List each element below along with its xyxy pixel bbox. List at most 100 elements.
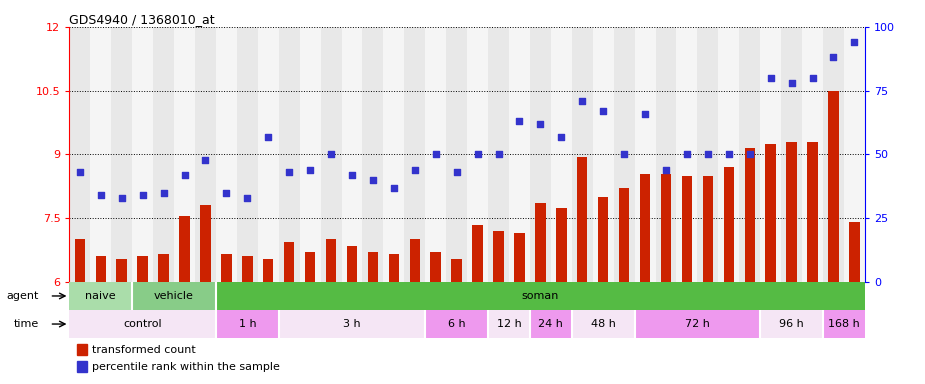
Bar <box>263 258 274 282</box>
Text: 96 h: 96 h <box>779 319 804 329</box>
Bar <box>237 27 258 282</box>
Point <box>784 80 799 86</box>
Point <box>324 151 339 157</box>
Point <box>450 169 464 175</box>
Bar <box>619 189 629 282</box>
Bar <box>404 27 426 282</box>
Bar <box>493 231 504 282</box>
Bar <box>216 282 865 310</box>
Point <box>722 151 736 157</box>
Bar <box>426 310 488 338</box>
Text: GDS4940 / 1368010_at: GDS4940 / 1368010_at <box>69 13 215 26</box>
Text: time: time <box>14 319 39 329</box>
Point <box>554 134 569 140</box>
Point <box>428 151 443 157</box>
Point <box>302 167 317 173</box>
Text: 1 h: 1 h <box>239 319 256 329</box>
Bar <box>278 27 300 282</box>
Point <box>470 151 485 157</box>
Bar <box>509 27 530 282</box>
Bar <box>368 252 378 282</box>
Point <box>659 167 673 173</box>
Point <box>574 98 589 104</box>
Bar <box>577 157 587 282</box>
Bar <box>556 207 566 282</box>
Bar <box>117 258 127 282</box>
Point <box>407 167 422 173</box>
Point <box>365 177 380 183</box>
Bar <box>451 258 462 282</box>
Point <box>240 195 254 201</box>
Bar <box>69 310 216 338</box>
Bar <box>78 361 87 372</box>
Bar <box>91 27 111 282</box>
Bar <box>593 27 613 282</box>
Text: 3 h: 3 h <box>343 319 361 329</box>
Point <box>387 184 401 190</box>
Bar <box>530 27 551 282</box>
Point <box>763 75 778 81</box>
Bar <box>216 310 278 338</box>
Point <box>700 151 715 157</box>
Text: 12 h: 12 h <box>497 319 522 329</box>
Point <box>847 39 862 45</box>
Bar <box>388 254 399 282</box>
Bar <box>572 310 635 338</box>
Text: percentile rank within the sample: percentile rank within the sample <box>92 362 279 372</box>
Text: 6 h: 6 h <box>448 319 465 329</box>
Point <box>135 192 150 198</box>
Point <box>680 151 695 157</box>
Bar <box>703 175 713 282</box>
Bar <box>195 27 216 282</box>
Text: 72 h: 72 h <box>685 319 709 329</box>
Point <box>826 55 841 61</box>
Point <box>491 151 506 157</box>
Text: control: control <box>123 319 162 329</box>
Bar <box>598 197 609 282</box>
Text: transformed count: transformed count <box>92 344 195 354</box>
Bar <box>278 310 426 338</box>
Point <box>177 172 191 178</box>
Point <box>72 169 87 175</box>
Bar <box>786 142 796 282</box>
Bar <box>536 203 546 282</box>
Bar <box>326 240 337 282</box>
Point <box>156 190 171 196</box>
Bar <box>635 310 760 338</box>
Bar <box>572 27 593 282</box>
Bar <box>640 174 650 282</box>
Bar <box>781 27 802 282</box>
Text: agent: agent <box>6 291 39 301</box>
Bar <box>808 142 818 282</box>
Bar <box>488 27 509 282</box>
Bar <box>635 27 656 282</box>
Text: vehicle: vehicle <box>154 291 194 301</box>
Bar <box>823 310 865 338</box>
Bar <box>719 27 739 282</box>
Bar <box>347 246 357 282</box>
Point <box>512 118 527 124</box>
Bar <box>473 225 483 282</box>
Bar <box>656 27 676 282</box>
Bar <box>174 27 195 282</box>
Point <box>345 172 360 178</box>
Bar <box>258 27 278 282</box>
Bar <box>760 27 781 282</box>
Bar <box>676 27 697 282</box>
Bar <box>745 148 755 282</box>
Text: soman: soman <box>522 291 559 301</box>
Bar <box>363 27 383 282</box>
Point <box>115 195 130 201</box>
Point <box>198 156 213 162</box>
Bar <box>723 167 734 282</box>
Point <box>743 151 758 157</box>
Bar <box>766 144 776 282</box>
Bar <box>284 242 294 282</box>
Bar <box>216 27 237 282</box>
Bar <box>341 27 363 282</box>
Bar <box>200 205 211 282</box>
Point <box>805 75 820 81</box>
Bar <box>69 27 91 282</box>
Text: naive: naive <box>85 291 117 301</box>
Bar <box>75 240 85 282</box>
